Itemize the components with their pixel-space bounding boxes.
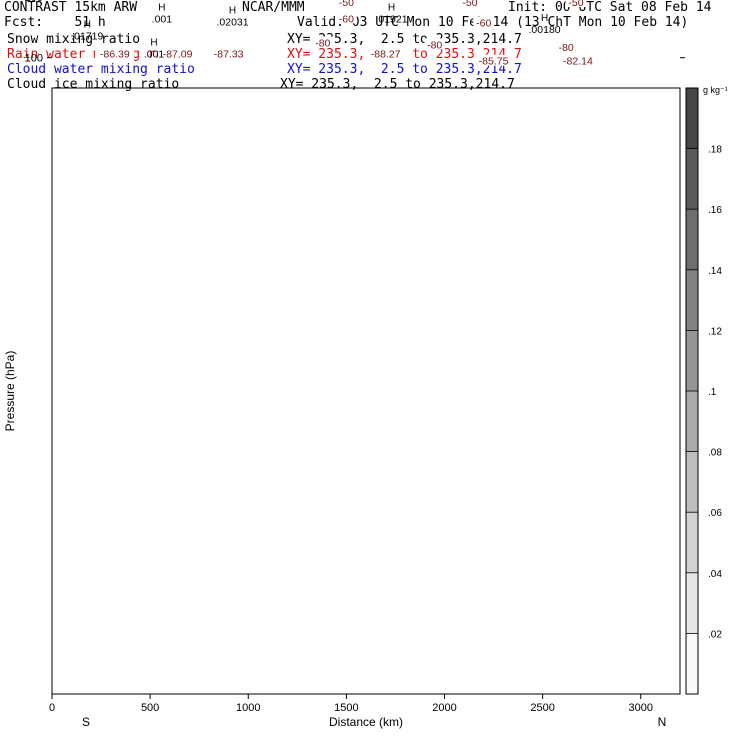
right-endpoint-label: N bbox=[658, 715, 667, 729]
temperature-label: -50 bbox=[462, 0, 477, 9]
temperature-label-bg bbox=[424, 38, 445, 50]
cloud-ice-max-value: .001 bbox=[144, 48, 165, 60]
cloud-ice-max-value: .001 bbox=[152, 13, 173, 25]
isotherm-line bbox=[52, 21, 672, 26]
y-tick-label: 200 bbox=[25, 0, 43, 4]
temperature-label-bg bbox=[336, 0, 357, 7]
x-tick-label: 3000 bbox=[629, 702, 653, 714]
colorbar-swatch bbox=[686, 330, 698, 391]
valid-time: Valid: 03 UTC Mon 10 Feb 14 (13 ChT Mon … bbox=[297, 15, 689, 30]
temperature-label: -80 bbox=[315, 38, 330, 50]
temperature-label-bg bbox=[312, 36, 334, 48]
colorbar-tick-label: .12 bbox=[708, 326, 722, 337]
temperature-label-bg bbox=[555, 40, 577, 52]
snow-field-label: Snow mixing ratio bbox=[7, 32, 141, 47]
temperature-label: -87.09 bbox=[163, 48, 193, 60]
cloud-ice-max-value: .02031 bbox=[216, 16, 248, 28]
x-tick-label: 2500 bbox=[530, 702, 554, 714]
cloud-ice-max-marker: H bbox=[84, 19, 91, 30]
colorbar-tick-label: .04 bbox=[708, 569, 722, 580]
temperature-label-bg bbox=[558, 54, 598, 66]
forecast-hour: Fcst: 51 h bbox=[4, 15, 106, 30]
cloud-ice-max-marker: H bbox=[541, 13, 548, 24]
colorbar-unit: g kg⁻¹ bbox=[703, 85, 728, 95]
colorbar-tick-label: .18 bbox=[708, 145, 722, 156]
cloud-ice-max-marker: H bbox=[229, 5, 236, 16]
colorbar-tick-label: .02 bbox=[708, 629, 722, 640]
colorbar-tick-label: .06 bbox=[708, 508, 722, 519]
colorbar-tick-label: .1 bbox=[708, 387, 717, 398]
cloud-ice-max-marker: H bbox=[158, 2, 165, 13]
cloud-ice-max-value: .00180 bbox=[529, 24, 561, 36]
temperature-label: -87.33 bbox=[214, 48, 244, 60]
x-tick-label: 0 bbox=[49, 702, 55, 714]
x-axis-title: Distance (km) bbox=[329, 715, 403, 729]
temperature-label: -88.27 bbox=[371, 48, 401, 60]
temperature-label-bg bbox=[209, 47, 249, 59]
cloud-water-field-label: Cloud water mixing ratio bbox=[7, 62, 195, 77]
temperature-label-bg bbox=[473, 16, 495, 28]
x-tick-label: 1500 bbox=[334, 702, 358, 714]
y-tick-label: 100 bbox=[25, 53, 43, 65]
left-endpoint-label: S bbox=[82, 715, 90, 729]
isotherm-line bbox=[52, 32, 676, 40]
colorbar-swatch bbox=[686, 209, 698, 270]
x-tick-label: 500 bbox=[141, 702, 159, 714]
temperature-label-bg bbox=[158, 47, 198, 59]
colorbar-tick-label: .08 bbox=[708, 448, 722, 459]
temperature-label: -80 bbox=[427, 39, 442, 51]
colorbar-swatch bbox=[686, 451, 698, 513]
temperature-label: -82.14 bbox=[563, 56, 593, 68]
colorbar-swatch bbox=[686, 633, 698, 694]
colorbar-swatch bbox=[686, 88, 698, 149]
plot-frame bbox=[51, 87, 681, 695]
colorbar-swatch bbox=[686, 148, 698, 210]
cloud-ice-max-value: .01921 bbox=[375, 13, 407, 25]
temperature-label-bg bbox=[366, 47, 406, 59]
temperature-label-bg bbox=[473, 54, 514, 66]
temperature-label: -80 bbox=[559, 42, 574, 54]
cloud-water-field-xy: XY= 235.3, 2.5 to 235.3,214.7 bbox=[287, 62, 522, 77]
temperature-label: -86.39 bbox=[100, 48, 130, 60]
colorbar-swatch bbox=[686, 512, 698, 573]
cloud-ice-max-value: .01719 bbox=[71, 30, 103, 42]
colorbar-tick-label: .16 bbox=[708, 205, 722, 216]
temperature-label: -50 bbox=[339, 0, 354, 9]
x-tick-label: 1000 bbox=[236, 702, 260, 714]
temperature-label-bg bbox=[95, 47, 135, 59]
cloud-ice-max-marker: H bbox=[150, 37, 157, 48]
colorbar-tick-label: .14 bbox=[708, 266, 722, 277]
temperature-label: -60 bbox=[339, 13, 354, 25]
temperature-label-bg bbox=[565, 0, 587, 7]
colorbar-swatch bbox=[686, 572, 698, 634]
x-tick-label: 2000 bbox=[432, 702, 456, 714]
cloud-ice-max-marker: H bbox=[388, 2, 395, 13]
temperature-label-bg bbox=[459, 0, 481, 7]
organization: NCAR/MMM bbox=[242, 0, 305, 15]
isotherm-line bbox=[52, 15, 676, 28]
snow-field-xy: XY= 235.3, 2.5 to 235.3,214.7 bbox=[287, 32, 522, 47]
temperature-label-bg bbox=[336, 12, 357, 24]
isotherm-line bbox=[52, 38, 672, 43]
colorbar-swatch bbox=[686, 391, 698, 452]
model-title: CONTRAST 15km ARW bbox=[4, 0, 138, 15]
temperature-label: -60 bbox=[476, 18, 491, 30]
temperature-label: -50 bbox=[568, 0, 583, 9]
temperature-label: -85.75 bbox=[479, 56, 509, 68]
y-axis-title: Pressure (hPa) bbox=[3, 351, 17, 432]
colorbar-swatch bbox=[686, 269, 698, 331]
